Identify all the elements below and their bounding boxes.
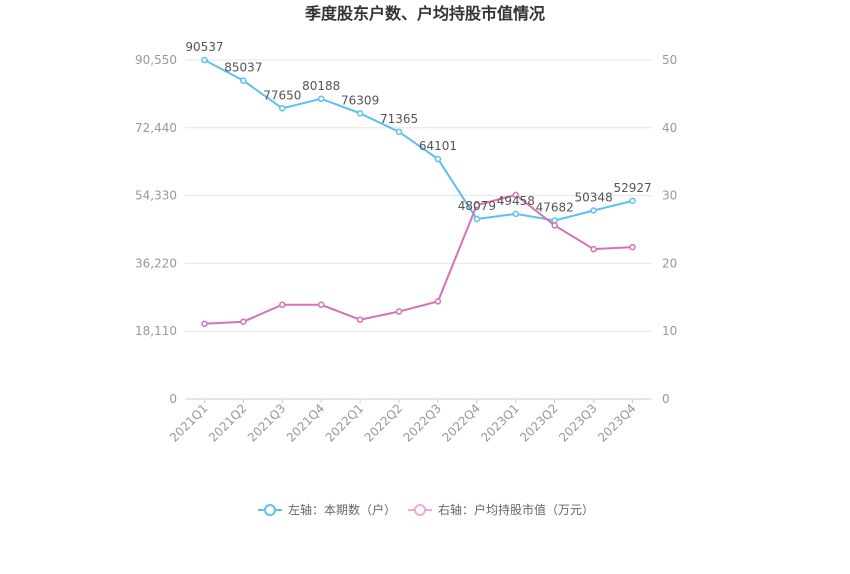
data-label: 64101 bbox=[419, 139, 457, 153]
series-1-point bbox=[395, 128, 403, 136]
data-label: 80188 bbox=[302, 79, 340, 93]
data-label: 71365 bbox=[380, 112, 418, 126]
data-label: 85037 bbox=[224, 61, 262, 75]
series-2-point bbox=[395, 308, 403, 315]
data-label: 77650 bbox=[263, 88, 301, 102]
legend-label-series-2: 右轴：户均持股市值（万元） bbox=[438, 502, 594, 517]
left-tick-label: 72,440 bbox=[135, 121, 177, 135]
x-tick-label: 2022Q2 bbox=[362, 401, 406, 445]
x-tick-label: 2023Q3 bbox=[556, 401, 600, 445]
legend[interactable]: 左轴：本期数（户） 右轴：户均持股市值（万元） bbox=[258, 502, 594, 517]
data-label: 47682 bbox=[536, 200, 574, 214]
right-tick-label: 20 bbox=[662, 256, 677, 270]
series-2-point bbox=[473, 201, 481, 209]
series-line-2 bbox=[204, 193, 633, 325]
series-2-point bbox=[240, 318, 247, 325]
right-tick-label: 50 bbox=[662, 53, 677, 67]
right-tick-label: 40 bbox=[662, 121, 677, 135]
series-1-point bbox=[356, 110, 364, 117]
x-tick-label: 2021Q3 bbox=[245, 401, 289, 445]
right-tick-label: 10 bbox=[662, 324, 677, 338]
data-label: 50348 bbox=[575, 191, 613, 205]
series-1-point bbox=[473, 215, 481, 223]
right-tick-label: 30 bbox=[662, 189, 677, 203]
left-tick-label: 18,110 bbox=[135, 324, 177, 338]
x-tick-label: 2022Q1 bbox=[323, 401, 367, 445]
left-axis-ticks: 0 18,110 36,220 54,330 72,440 90,550 bbox=[135, 53, 177, 406]
data-label: 90537 bbox=[185, 40, 223, 54]
series-2-point bbox=[356, 316, 364, 323]
series-2-point bbox=[317, 301, 325, 309]
x-tick-label: 2022Q3 bbox=[401, 401, 445, 445]
grid-layer bbox=[185, 59, 652, 400]
series-1-point bbox=[512, 210, 520, 218]
x-tick-label: 2021Q1 bbox=[167, 401, 211, 445]
x-axis-ticks: 2021Q12021Q22021Q32021Q42022Q12022Q22022… bbox=[167, 399, 639, 445]
legend-marker-series-1 bbox=[264, 504, 276, 516]
left-tick-label: 0 bbox=[169, 392, 177, 406]
series-1-point bbox=[434, 155, 442, 163]
series-1-point bbox=[279, 105, 286, 112]
data-label: 52927 bbox=[613, 181, 651, 195]
legend-item-series-2[interactable]: 右轴：户均持股市值（万元） bbox=[408, 502, 594, 517]
series-1-point bbox=[317, 95, 325, 103]
series-1-point bbox=[240, 77, 247, 84]
data-label: 76309 bbox=[341, 93, 379, 107]
legend-item-series-1[interactable]: 左轴：本期数（户） bbox=[258, 502, 396, 517]
legend-marker-series-2 bbox=[414, 504, 426, 516]
x-tick-label: 2023Q4 bbox=[595, 401, 639, 445]
series-2-point bbox=[201, 320, 208, 327]
series-2-point bbox=[590, 245, 597, 253]
x-tick-label: 2021Q4 bbox=[284, 401, 328, 445]
right-axis-ticks: 0 10 20 30 40 50 bbox=[662, 53, 677, 406]
left-tick-label: 90,550 bbox=[135, 53, 177, 67]
legend-label-series-1: 左轴：本期数（户） bbox=[288, 502, 396, 517]
x-tick-label: 2023Q2 bbox=[517, 401, 561, 445]
series-2-point bbox=[551, 222, 558, 229]
data-label: 48079 bbox=[458, 199, 496, 213]
x-tick-label: 2022Q4 bbox=[439, 401, 483, 445]
chart-title: 季度股东户数、户均持股市值情况 bbox=[304, 4, 545, 23]
series-2-point bbox=[434, 298, 442, 305]
series-2-point bbox=[629, 243, 636, 251]
series-line-1 bbox=[203, 59, 633, 222]
data-label: 49458 bbox=[497, 194, 535, 208]
series-2-point bbox=[279, 301, 286, 309]
series-1-point bbox=[590, 207, 597, 214]
left-tick-label: 36,220 bbox=[135, 256, 177, 270]
series-2-point bbox=[512, 191, 520, 199]
series-1-point bbox=[629, 197, 636, 205]
x-tick-label: 2021Q2 bbox=[206, 401, 250, 445]
left-tick-label: 54,330 bbox=[135, 189, 177, 203]
right-tick-label: 0 bbox=[662, 392, 670, 406]
series-layer bbox=[201, 56, 636, 327]
x-tick-label: 2023Q1 bbox=[478, 401, 522, 445]
series-1-point bbox=[201, 56, 208, 64]
